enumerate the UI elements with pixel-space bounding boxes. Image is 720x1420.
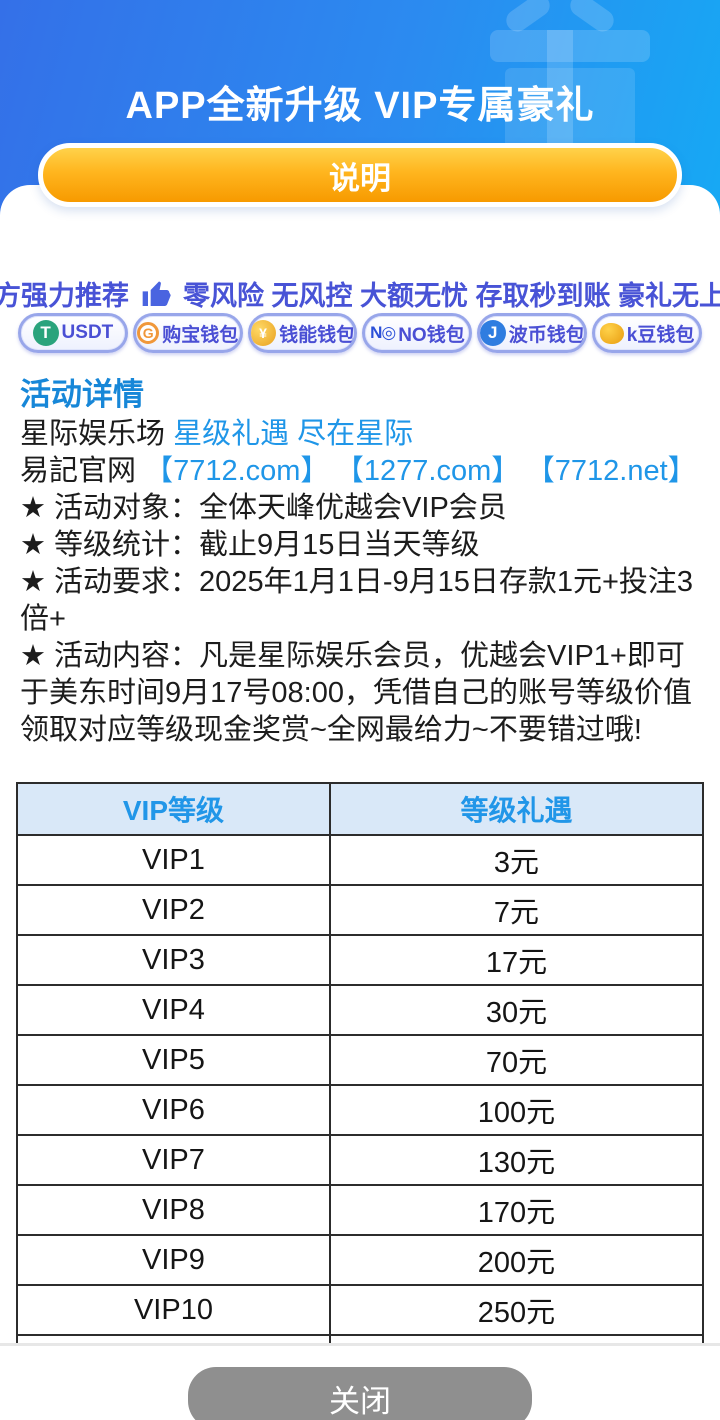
gift-amount-cell: 17元 [328,934,704,986]
table-row: VIP9 200元 [16,1234,704,1286]
table-header-row: VIP等级 等级礼遇 [16,782,704,836]
official-site-link[interactable]: 【7712.net】 [540,455,697,487]
promo-items: 零风险 无风控 大额无忧 存取秒到账 豪礼无上限 [183,281,720,311]
nono-icon: N◎ [370,323,396,342]
details-slogan: 星际娱乐场 星级礼遇 尽在星际 [20,418,414,450]
wallet-label: USDT [61,322,114,343]
bullet-line: ★ 活动对象：全体天峰优越会VIP会员 [20,492,507,524]
vip-level-cell: VIP6 [16,1084,331,1136]
gift-amount-cell: 250元 [328,1284,704,1336]
page-title: APP全新升级 VIP专属豪礼 [125,85,595,127]
vip-level-cell: VIP7 [16,1134,331,1186]
details-heading: 活动详情 [20,377,144,412]
qianneng-icon: ¥ [250,320,277,346]
promo-lead: 官方强力推荐 [0,281,129,311]
wallet-badge[interactable]: J 波币钱包 [477,313,588,353]
vip-level-cell: VIP4 [16,984,331,1036]
gift-amount-cell: 130元 [328,1134,704,1186]
wallet-badge[interactable]: N◎ NO钱包 [362,313,473,353]
kdou-icon [599,322,624,344]
gift-amount-cell: 100元 [328,1084,704,1136]
close-button[interactable]: 关闭 [188,1367,532,1420]
bullet-line: ★ 活动要求：2025年1月1日-9月15日存款1元+投注3倍+ [20,566,694,635]
vip-level-cell: VIP8 [16,1184,331,1236]
vip-level-cell: VIP2 [16,884,331,936]
table-row: VIP10 250元 [16,1284,704,1336]
table-row: VIP4 30元 [16,984,704,1036]
wallet-badge[interactable]: G 购宝钱包 [132,313,243,353]
vip-level-cell: VIP3 [16,934,331,986]
bullet-line: ★ 活动内容：凡是星际娱乐会员，优越会VIP1+即可于美东时间9月17号08:0… [20,640,692,746]
details-bullets: ★ 活动对象：全体天峰优越会VIP会员 ★ 等级统计：截止9月15日当天等级 ★ 活… [20,490,702,749]
column-header-gift: 等级礼遇 [328,782,704,836]
gift-amount-cell [328,1334,704,1343]
wallet-label: 钱能钱包 [279,324,356,346]
table-row: VIP7 130元 [16,1134,704,1186]
wallet-badge[interactable]: T USDT [18,313,128,353]
vip-level-cell: VIP1 [16,834,331,886]
vip-level-cell: VIP9 [16,1234,331,1286]
official-site-link[interactable]: 【1277.com】 [349,455,521,487]
vip-level-cell: VIP5 [16,1034,331,1086]
wallet-label: 购宝钱包 [162,324,239,346]
table-row: VIP5 70元 [16,1034,704,1086]
explain-button[interactable]: 说明 [38,143,682,207]
bobi-icon: J [480,320,506,346]
wallet-badge[interactable]: ¥ 钱能钱包 [247,313,358,353]
activity-details: 活动详情 星际娱乐场 星级礼遇 尽在星际 易記官网 【7712.com】 【127… [20,374,702,749]
table-row: VIP3 17元 [16,934,704,986]
wallet-row: T USDT G 购宝钱包 ¥ 钱能钱包 N◎ NO钱包 J 波币钱包 k豆钱包 [18,313,702,353]
gift-amount-cell: 70元 [328,1034,704,1086]
column-header-vip-level: VIP等级 [16,782,331,836]
table-row: VIP8 170元 [16,1184,704,1236]
wallet-label: NO钱包 [398,324,465,346]
wallet-badge[interactable]: k豆钱包 [592,313,702,353]
vip-table: VIP等级 等级礼遇 VIP1 3元 VIP2 7元 VIP3 17元 VIP4… [16,782,704,1343]
vip-level-cell [16,1334,331,1343]
wallet-label: 波币钱包 [508,324,585,346]
promo-line: 官方强力推荐 零风险 无风控 大额无忧 存取秒到账 豪礼无上限 [0,274,720,313]
vip-level-cell: VIP10 [16,1284,331,1336]
card-bottom-divider [0,1343,720,1346]
gift-amount-cell: 3元 [328,834,704,886]
gift-amount-cell: 30元 [328,984,704,1036]
table-row [16,1334,704,1343]
goubao-icon: G [137,322,160,344]
details-official-sites: 易記官网 【7712.com】 【1277.com】 【7712.net】 [20,455,697,487]
official-site-link[interactable]: 【7712.com】 [144,455,330,487]
gift-amount-cell: 7元 [328,884,704,936]
gift-amount-cell: 170元 [328,1184,704,1236]
usdt-icon: T [32,320,59,346]
wallet-label: k豆钱包 [626,324,695,346]
gift-amount-cell: 200元 [328,1234,704,1286]
table-row: VIP6 100元 [16,1084,704,1136]
bullet-line: ★ 等级统计：截止9月15日当天等级 [20,529,480,561]
table-row: VIP1 3元 [16,834,704,886]
thumbs-up-icon [142,280,171,306]
table-row: VIP2 7元 [16,884,704,936]
